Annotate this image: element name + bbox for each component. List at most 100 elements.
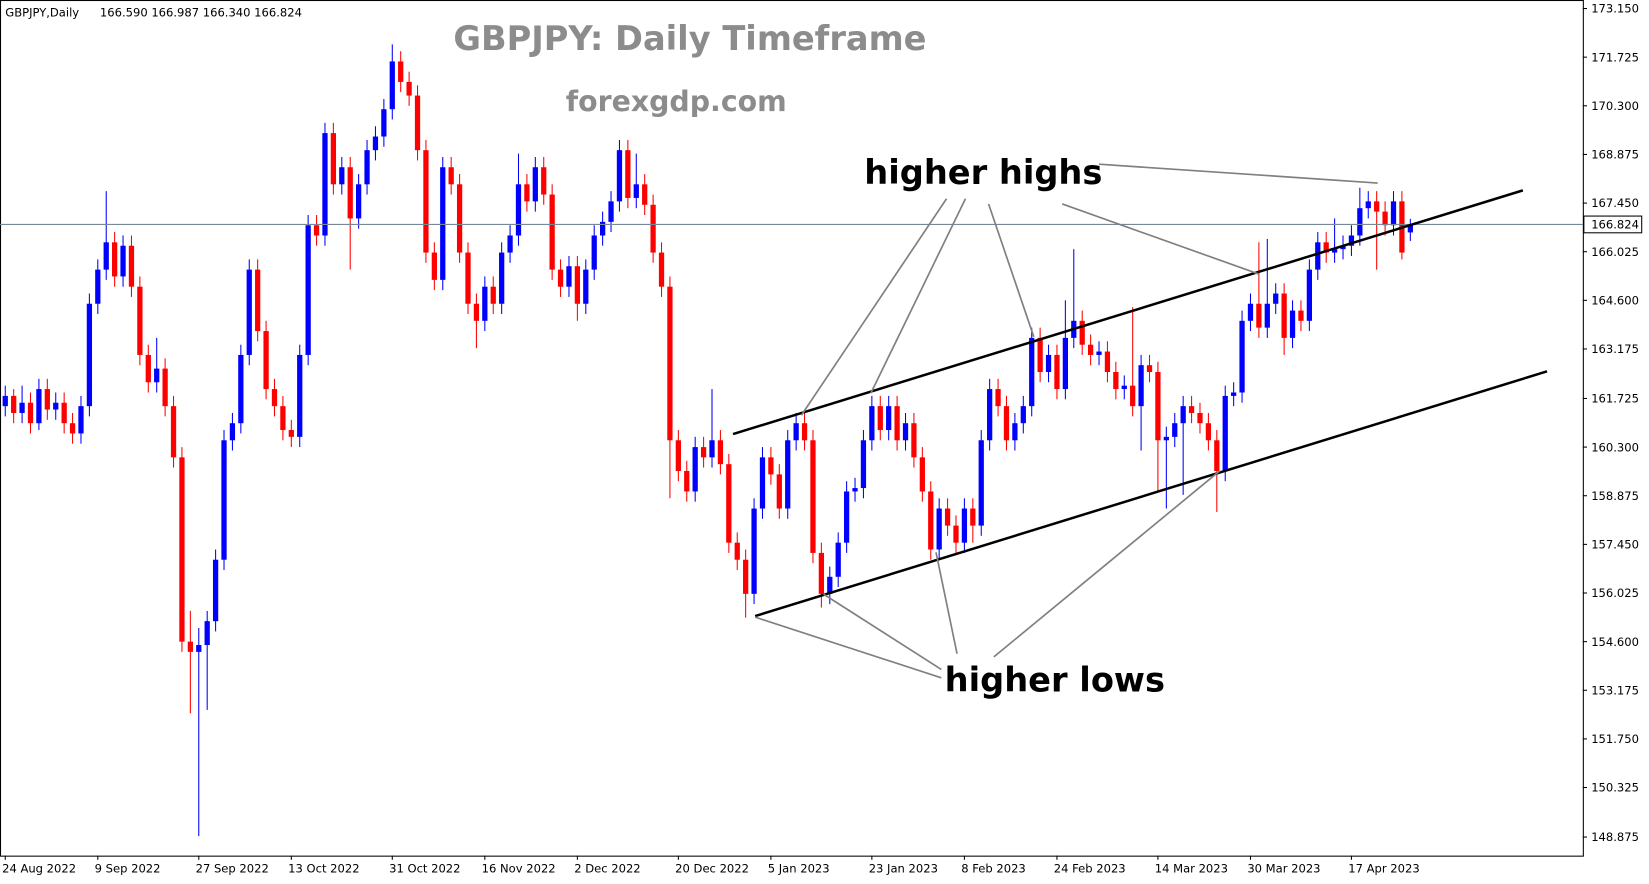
x-tick-label: 17 Apr 2023 <box>1348 861 1419 875</box>
candle-body <box>137 286 143 355</box>
marks <box>0 44 1583 837</box>
candle-body <box>524 184 530 202</box>
candle-body <box>389 61 395 110</box>
channel-lower <box>754 370 1548 618</box>
candle-body <box>1264 303 1270 328</box>
candle-body <box>1323 242 1329 253</box>
candle-body <box>608 201 614 222</box>
candle-body <box>700 447 707 458</box>
candle-body <box>44 389 50 410</box>
candle-body <box>120 245 126 277</box>
candle-body <box>1306 269 1312 321</box>
y-tick-label: 167.450 <box>1591 196 1639 210</box>
y-tick-label: 157.450 <box>1591 538 1639 552</box>
candle-body <box>810 440 816 553</box>
candle-body <box>919 457 925 492</box>
candle-body <box>238 354 244 424</box>
candle-body <box>2 395 8 407</box>
candle-body <box>1357 208 1363 236</box>
candle-body <box>112 242 118 277</box>
candle-body <box>95 269 101 304</box>
candle-body <box>423 150 429 253</box>
candle-body <box>364 150 370 185</box>
candle-body <box>27 402 34 424</box>
candle-body <box>583 269 589 304</box>
candle-body <box>53 402 59 410</box>
candle-body <box>1256 303 1262 328</box>
x-tick-label: 27 Sep 2022 <box>196 861 269 875</box>
pointer <box>935 552 958 654</box>
candle-body <box>835 542 841 577</box>
candle-body <box>280 406 286 431</box>
candle-body <box>886 406 892 431</box>
candle-body <box>557 269 564 287</box>
candle-body <box>61 402 67 424</box>
candle-body <box>103 242 109 270</box>
candle-body <box>743 559 749 594</box>
candle-body <box>860 440 867 489</box>
candle-body <box>263 331 269 390</box>
candle-body <box>339 167 345 185</box>
candle-body <box>1374 201 1380 212</box>
candle-body <box>574 266 581 304</box>
candle-body <box>515 184 522 236</box>
candle-body <box>852 488 858 492</box>
candle-body <box>246 269 252 355</box>
candle-body <box>818 552 825 594</box>
candle-body <box>734 542 740 560</box>
candle-body <box>288 430 294 437</box>
candle-body <box>675 440 681 471</box>
candle-body <box>549 194 555 270</box>
candle-body <box>1037 337 1043 373</box>
x-tick-label: 13 Oct 2022 <box>288 861 359 875</box>
pointer <box>800 198 948 416</box>
chart-subtitle: forexgdp.com <box>566 85 787 118</box>
candle-body <box>1231 392 1237 396</box>
x-tick-label: 23 Jan 2023 <box>869 861 938 875</box>
candle-body <box>717 440 724 465</box>
x-tick-label: 31 Oct 2022 <box>389 861 460 875</box>
x-tick-label: 14 Mar 2023 <box>1155 861 1228 875</box>
candle-body <box>356 184 362 219</box>
annotation: higher lows <box>945 660 1165 699</box>
candle-body <box>1273 293 1279 304</box>
candle-body <box>978 440 984 526</box>
candle-body <box>843 491 850 543</box>
candle-body <box>1281 293 1287 338</box>
candle-body <box>1138 365 1144 407</box>
candle-body <box>1104 351 1111 373</box>
candle-body <box>625 150 631 198</box>
candle-body <box>801 423 808 441</box>
candle-body <box>19 402 25 413</box>
candle-body <box>507 235 513 253</box>
y-tick-label: 156.025 <box>1591 586 1639 600</box>
candle-body <box>658 252 665 287</box>
candle-body <box>196 645 202 652</box>
candle-body <box>1348 235 1355 246</box>
candle-body <box>128 245 135 287</box>
candle-body <box>1382 211 1388 226</box>
candle-body <box>154 368 160 383</box>
candle-body <box>1155 372 1161 441</box>
candle-body <box>465 252 471 304</box>
candle-body <box>1331 249 1338 253</box>
candle-body <box>69 423 76 434</box>
candle-body <box>448 167 454 185</box>
candle-body <box>1062 337 1069 390</box>
pointer <box>993 470 1221 658</box>
candle-body <box>499 252 505 304</box>
candle-body <box>1340 245 1346 250</box>
x-tick-label: 5 Jan 2023 <box>768 861 830 875</box>
x-tick-label: 9 Sep 2022 <box>95 861 161 875</box>
candle-body <box>1188 406 1195 413</box>
y-tick-label: 154.600 <box>1591 635 1639 649</box>
pointer <box>987 203 1035 338</box>
pointer <box>870 198 967 394</box>
candle-body <box>1045 354 1052 373</box>
candle-body <box>179 457 185 642</box>
y-tick-label: 153.175 <box>1591 683 1639 697</box>
candle-body <box>305 225 311 355</box>
candle-body <box>692 447 698 492</box>
